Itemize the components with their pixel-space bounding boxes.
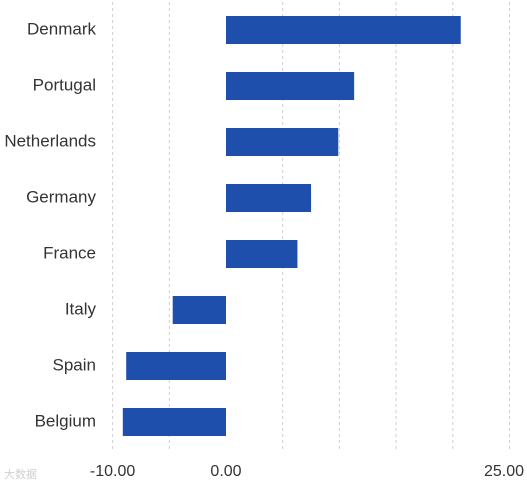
- bar-germany: [226, 184, 312, 212]
- watermark: 大数据: [4, 469, 37, 481]
- category-label-france: France: [43, 243, 96, 262]
- bar-netherlands: [226, 128, 339, 156]
- bars: [122, 16, 461, 436]
- gridlines: [112, 2, 510, 452]
- x-tick-label: 25.00: [484, 463, 524, 480]
- bar-portugal: [226, 72, 355, 100]
- category-label-portugal: Portugal: [33, 75, 96, 94]
- category-label-belgium: Belgium: [35, 411, 96, 430]
- category-label-germany: Germany: [26, 187, 96, 206]
- category-label-italy: Italy: [65, 299, 97, 318]
- bar-denmark: [226, 16, 461, 44]
- bar-france: [226, 240, 298, 268]
- bar-belgium: [122, 408, 226, 436]
- x-tick-label: 0.00: [210, 463, 241, 480]
- x-axis-tick-labels: -10.00 0.00 25.00: [90, 463, 524, 480]
- category-label-spain: Spain: [53, 355, 96, 374]
- category-label-netherlands: Netherlands: [4, 131, 96, 150]
- bar-italy: [172, 296, 226, 324]
- category-label-denmark: Denmark: [27, 19, 96, 38]
- bar-spain: [126, 352, 226, 380]
- category-labels: Denmark Portugal Netherlands Germany France I…: [4, 19, 96, 430]
- x-tick-label: -10.00: [90, 463, 135, 480]
